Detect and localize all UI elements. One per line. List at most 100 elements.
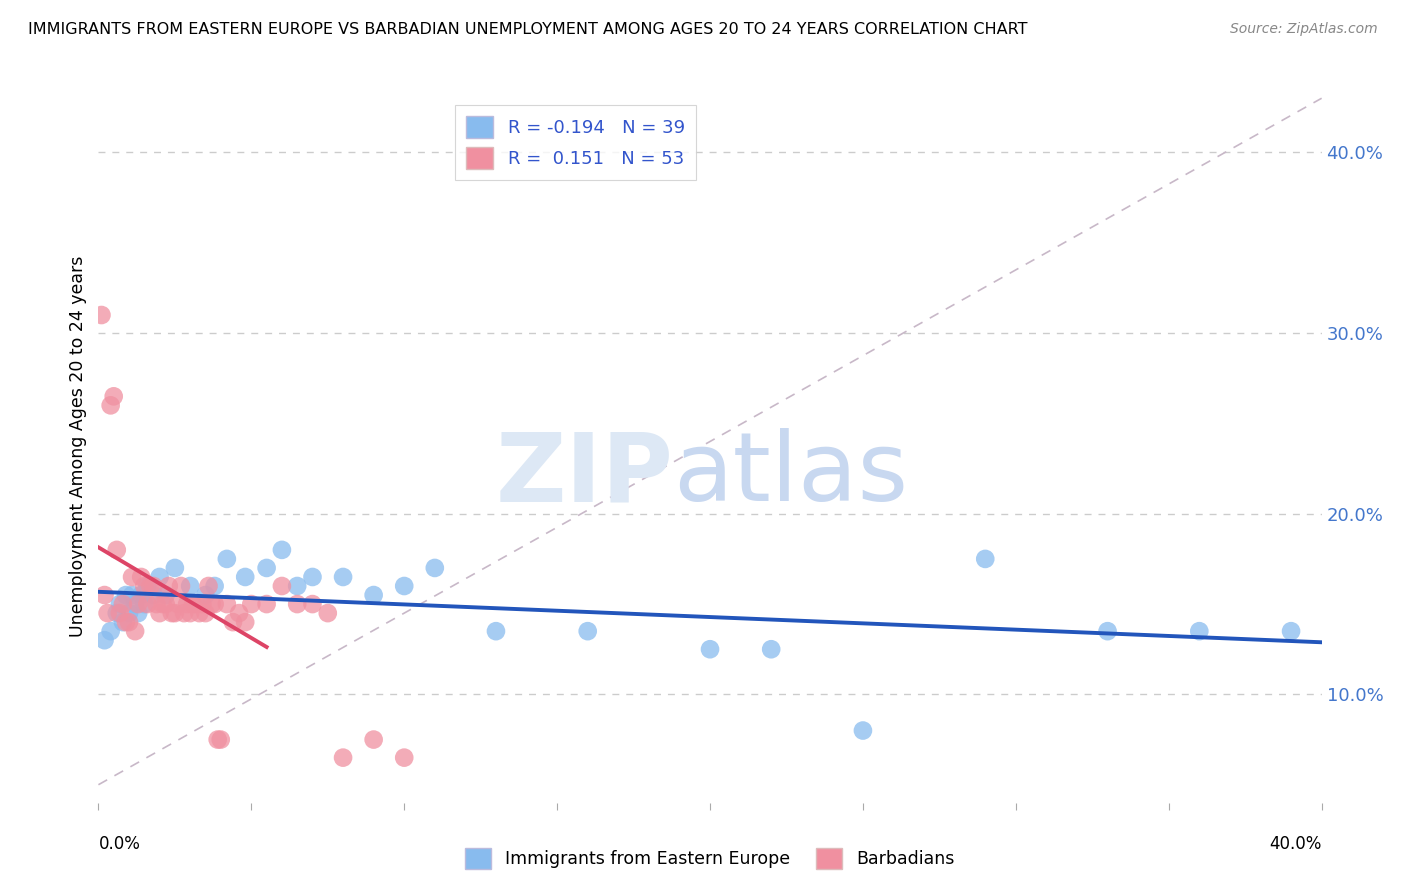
Point bbox=[163, 606, 186, 620]
Text: Source: ZipAtlas.com: Source: ZipAtlas.com bbox=[1230, 22, 1378, 37]
Y-axis label: Unemployment Among Ages 20 to 24 years: Unemployment Among Ages 20 to 24 years bbox=[69, 255, 87, 637]
Point bbox=[155, 588, 177, 602]
Point bbox=[207, 732, 229, 747]
Point bbox=[285, 579, 308, 593]
Point bbox=[204, 597, 226, 611]
Point bbox=[1097, 624, 1119, 639]
Point bbox=[129, 570, 152, 584]
Point bbox=[240, 597, 263, 611]
Point bbox=[170, 579, 193, 593]
Point bbox=[301, 597, 323, 611]
Point bbox=[332, 570, 354, 584]
Point bbox=[222, 615, 245, 629]
Point bbox=[157, 579, 180, 593]
Point bbox=[93, 633, 115, 648]
Point bbox=[233, 570, 256, 584]
Point bbox=[100, 624, 122, 639]
Point bbox=[103, 389, 125, 403]
Point bbox=[392, 750, 416, 764]
Point bbox=[1188, 624, 1211, 639]
Point bbox=[194, 588, 217, 602]
Text: atlas: atlas bbox=[673, 428, 908, 521]
Point bbox=[181, 597, 204, 611]
Point bbox=[209, 732, 232, 747]
Point bbox=[186, 597, 208, 611]
Point bbox=[129, 588, 152, 602]
Point bbox=[105, 542, 128, 557]
Point bbox=[160, 606, 183, 620]
Point bbox=[392, 579, 416, 593]
Point bbox=[215, 597, 238, 611]
Point bbox=[127, 597, 149, 611]
Point bbox=[215, 552, 238, 566]
Point bbox=[115, 615, 138, 629]
Point bbox=[974, 552, 997, 566]
Point bbox=[152, 597, 174, 611]
Point bbox=[316, 606, 339, 620]
Point bbox=[155, 597, 177, 611]
Point bbox=[139, 579, 162, 593]
Point bbox=[105, 606, 128, 620]
Point bbox=[149, 606, 172, 620]
Point bbox=[285, 597, 308, 611]
Point bbox=[167, 597, 190, 611]
Point bbox=[301, 570, 323, 584]
Point bbox=[363, 588, 385, 602]
Point bbox=[759, 642, 782, 657]
Point bbox=[124, 624, 146, 639]
Text: 40.0%: 40.0% bbox=[1270, 835, 1322, 854]
Point bbox=[1279, 624, 1302, 639]
Point bbox=[852, 723, 875, 738]
Point bbox=[97, 606, 120, 620]
Point bbox=[142, 588, 165, 602]
Point bbox=[576, 624, 599, 639]
Text: IMMIGRANTS FROM EASTERN EUROPE VS BARBADIAN UNEMPLOYMENT AMONG AGES 20 TO 24 YEA: IMMIGRANTS FROM EASTERN EUROPE VS BARBAD… bbox=[28, 22, 1028, 37]
Point bbox=[118, 606, 141, 620]
Point bbox=[163, 561, 186, 575]
Legend: Immigrants from Eastern Europe, Barbadians: Immigrants from Eastern Europe, Barbadia… bbox=[458, 841, 962, 876]
Point bbox=[121, 570, 143, 584]
Point bbox=[124, 597, 146, 611]
Point bbox=[93, 588, 115, 602]
Point bbox=[200, 597, 222, 611]
Point bbox=[256, 561, 278, 575]
Point bbox=[191, 597, 214, 611]
Point bbox=[111, 615, 134, 629]
Point bbox=[100, 398, 122, 412]
Point bbox=[90, 308, 112, 322]
Point bbox=[134, 597, 156, 611]
Point bbox=[423, 561, 446, 575]
Point bbox=[270, 542, 292, 557]
Point bbox=[145, 597, 167, 611]
Point bbox=[256, 597, 278, 611]
Point bbox=[173, 606, 195, 620]
Point bbox=[149, 570, 172, 584]
Point bbox=[485, 624, 508, 639]
Point bbox=[233, 615, 256, 629]
Text: ZIP: ZIP bbox=[495, 428, 673, 521]
Point bbox=[179, 579, 201, 593]
Point bbox=[108, 597, 131, 611]
Point bbox=[121, 588, 143, 602]
Point bbox=[134, 579, 156, 593]
Point bbox=[142, 579, 165, 593]
Point bbox=[176, 597, 198, 611]
Point bbox=[194, 606, 217, 620]
Point bbox=[363, 732, 385, 747]
Point bbox=[332, 750, 354, 764]
Point bbox=[204, 579, 226, 593]
Text: 0.0%: 0.0% bbox=[98, 835, 141, 854]
Point bbox=[197, 579, 219, 593]
Point bbox=[228, 606, 250, 620]
Point bbox=[111, 597, 134, 611]
Point bbox=[270, 579, 292, 593]
Point bbox=[699, 642, 721, 657]
Point bbox=[108, 606, 131, 620]
Point bbox=[115, 588, 138, 602]
Point bbox=[136, 597, 159, 611]
Point bbox=[188, 606, 211, 620]
Point bbox=[136, 579, 159, 593]
Point bbox=[127, 606, 149, 620]
Point bbox=[118, 615, 141, 629]
Point bbox=[179, 606, 201, 620]
